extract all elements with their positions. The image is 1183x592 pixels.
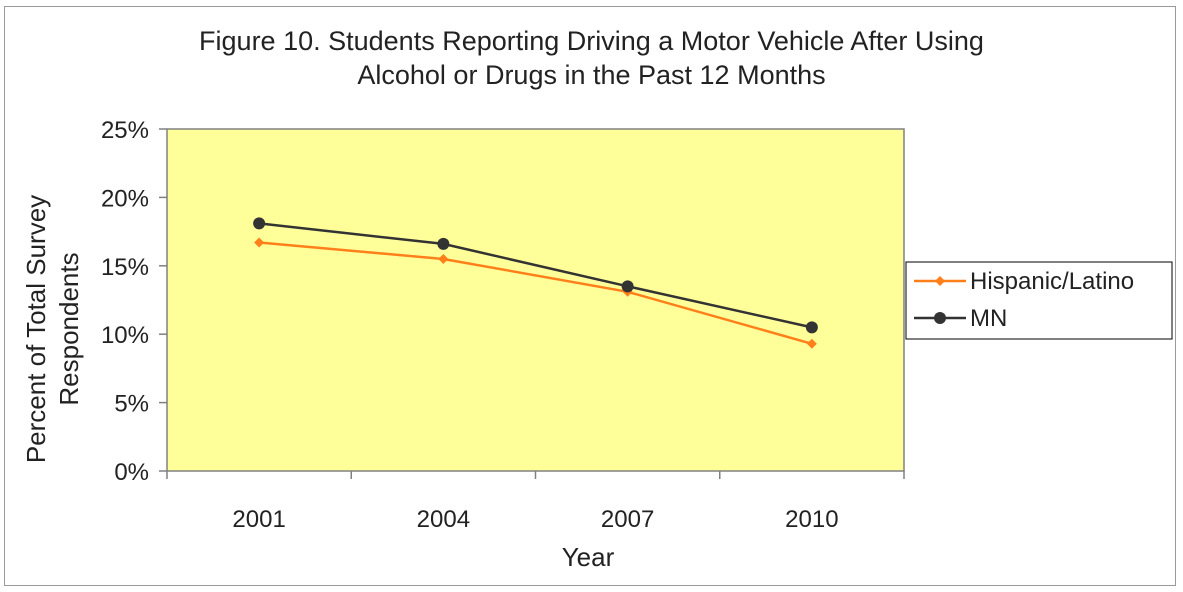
data-point: [254, 237, 265, 248]
data-point: [806, 338, 817, 349]
data-point: [438, 253, 449, 264]
data-point: [253, 217, 266, 230]
x-tick-label: 2010: [785, 506, 838, 533]
y-axis-label: Percent of Total Survey Respondents: [21, 195, 84, 463]
plot-area: [166, 128, 905, 472]
x-tick-label: 2007: [601, 506, 654, 533]
legend-label: Hispanic/Latino: [970, 268, 1134, 295]
x-axis-label: Year: [562, 542, 615, 572]
legend-box: [905, 261, 1173, 340]
series-layer: [253, 217, 818, 349]
legend: Hispanic/Latino MN: [905, 261, 1173, 340]
y-tick-label: 5%: [114, 391, 149, 418]
data-point: [621, 280, 634, 293]
y-axis: 0% 5% 10% 15% 20% 25%: [101, 117, 167, 486]
series-line: [259, 241, 813, 345]
y-tick-label: 10%: [101, 322, 149, 349]
series-hispanic-latino: [254, 237, 817, 349]
chart-title-line-2: Alcohol or Drugs in the Past 12 Months: [357, 60, 826, 90]
series-line: [258, 222, 813, 329]
x-tick-label: 2004: [417, 506, 470, 533]
data-point: [805, 321, 818, 334]
y-tick-label: 15%: [101, 254, 149, 281]
legend-marker: [935, 276, 945, 286]
chart-title-line-1: Figure 10. Students Reporting Driving a …: [199, 26, 984, 56]
data-point: [437, 237, 450, 250]
y-axis-label-line-1: Percent of Total Survey: [21, 195, 51, 463]
y-tick-label: 0%: [114, 459, 149, 486]
chart-title: Figure 10. Students Reporting Driving a …: [0, 24, 1183, 92]
series-mn: [253, 217, 818, 334]
x-axis: 2001 2004 2007 2010: [166, 471, 905, 533]
legend-marker: [934, 312, 946, 324]
y-axis-label-line-2: Respondents: [54, 252, 84, 405]
y-tick-label: 25%: [101, 117, 149, 144]
legend-label: MN: [970, 305, 1007, 332]
y-tick-label: 20%: [101, 185, 149, 212]
x-tick-label: 2001: [232, 506, 285, 533]
